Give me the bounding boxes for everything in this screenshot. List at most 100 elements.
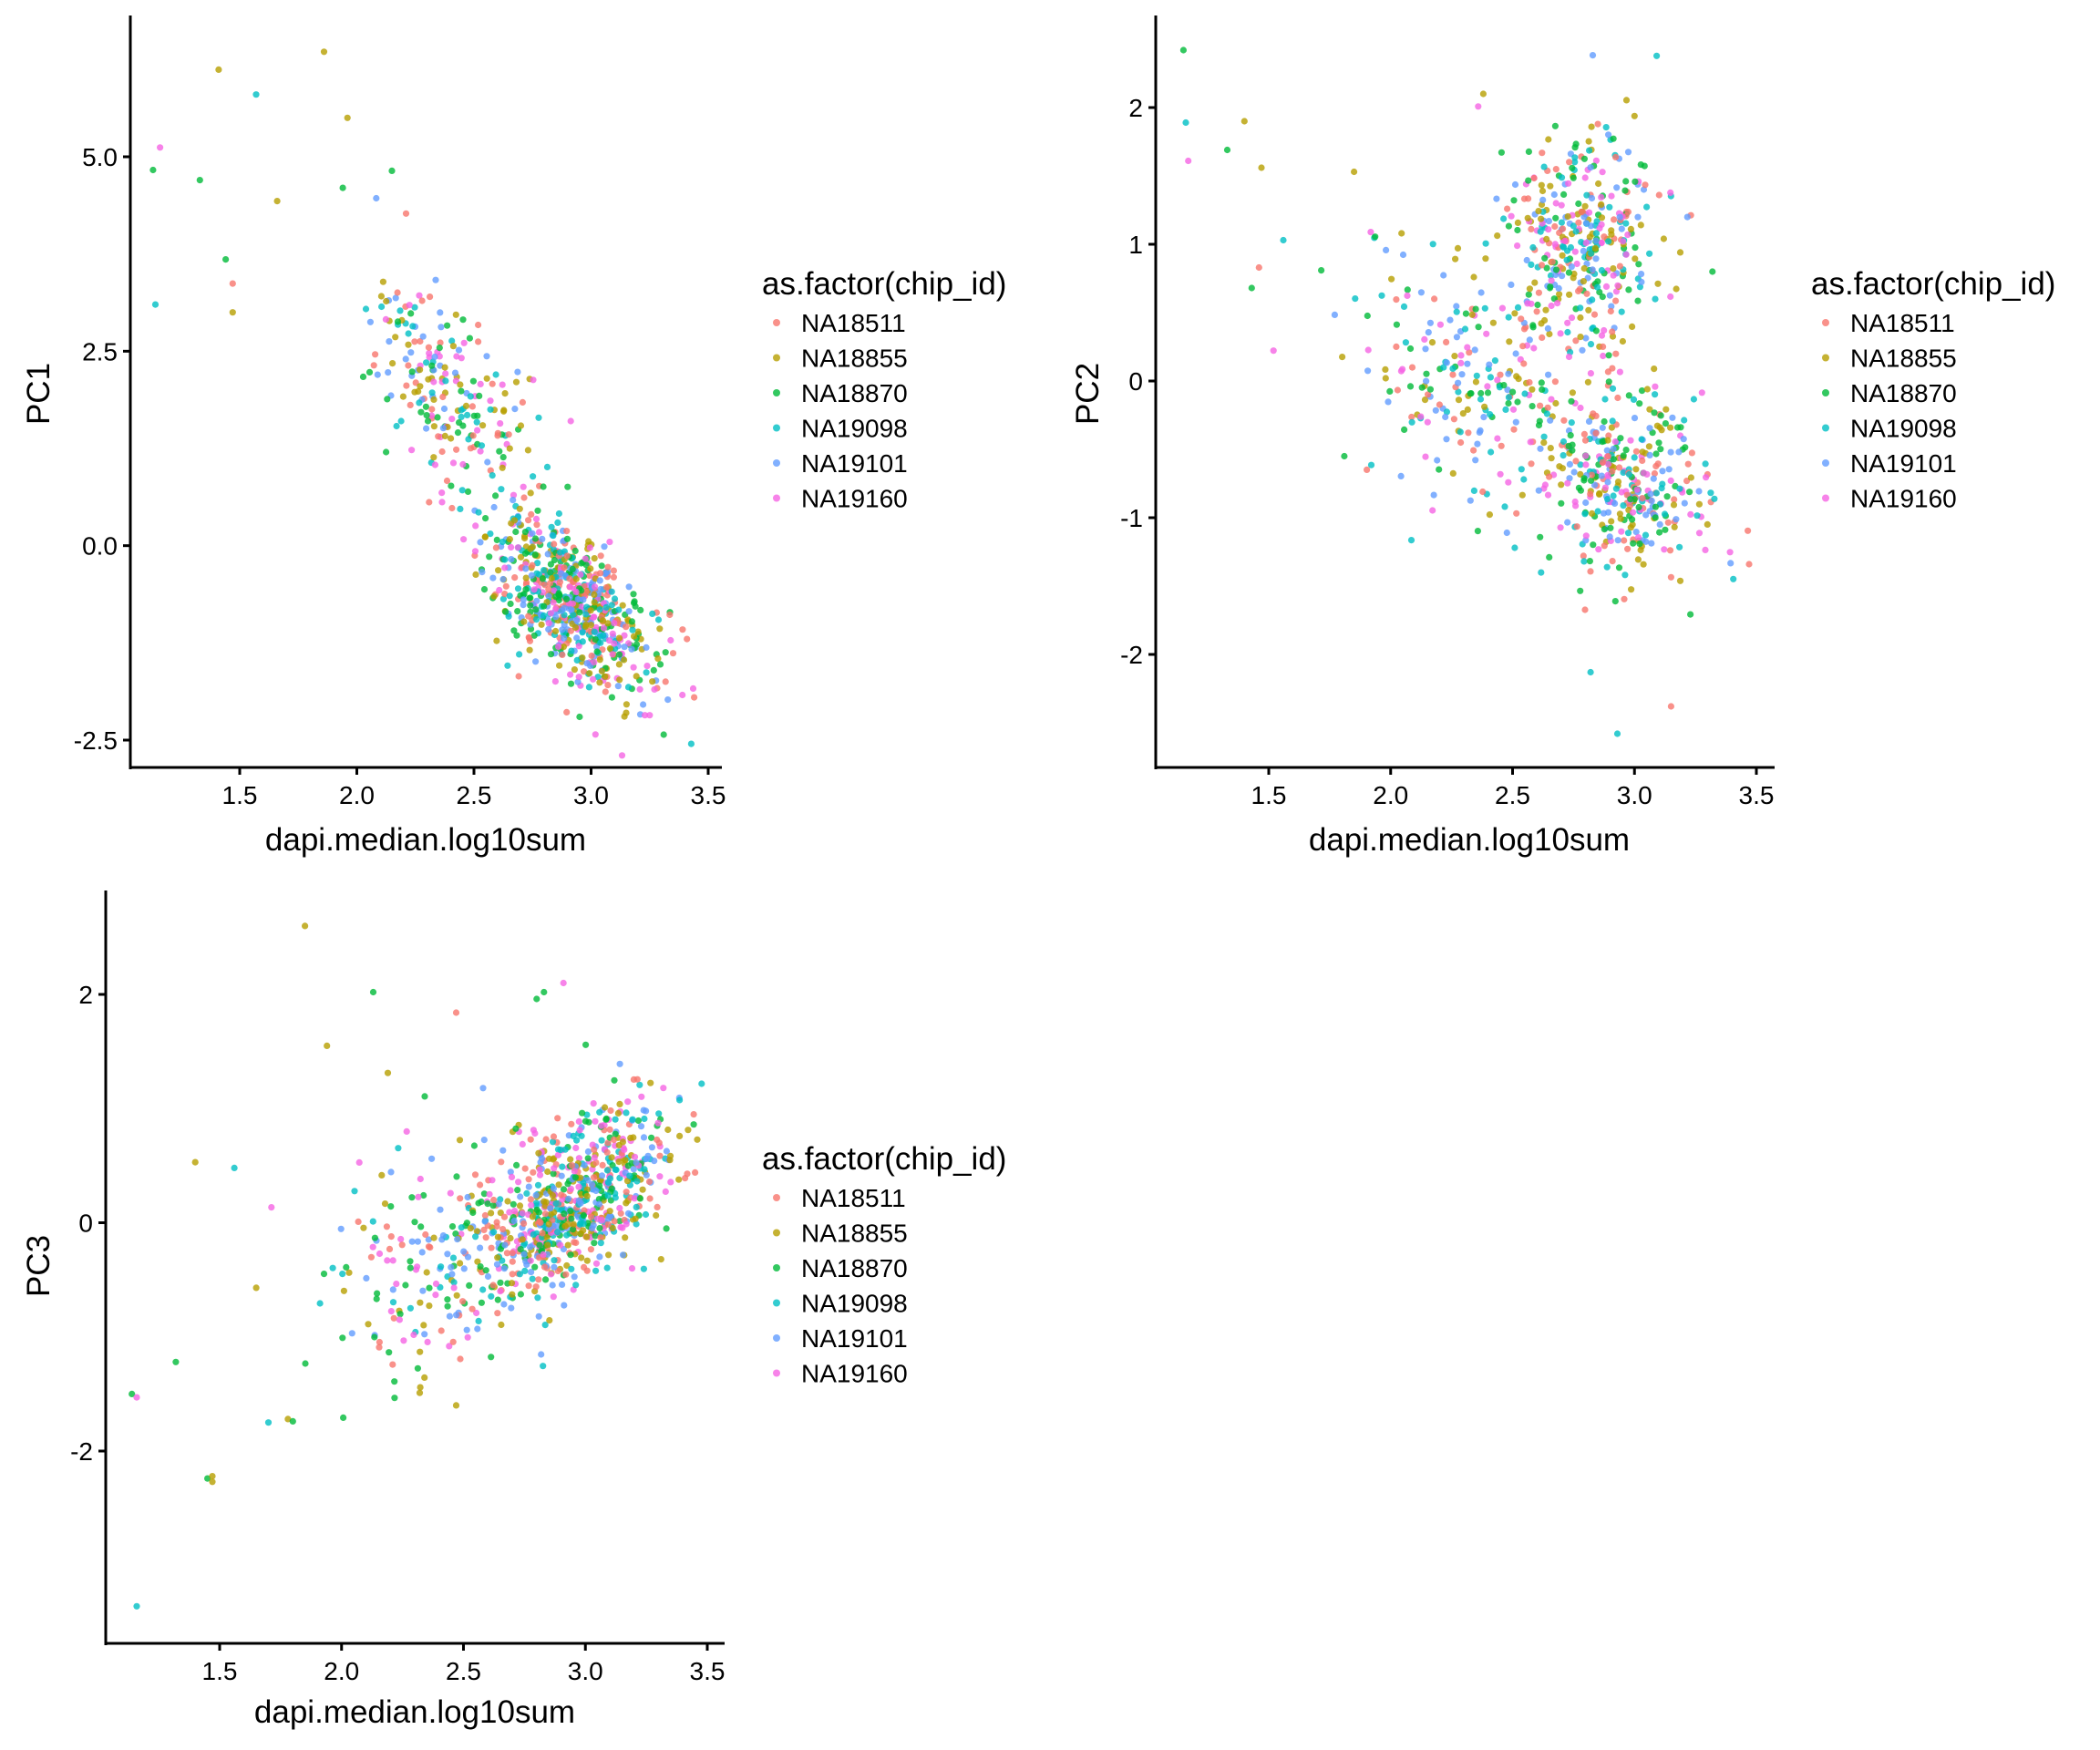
data-point-na19098 bbox=[252, 91, 260, 98]
data-point-na18870 bbox=[1629, 516, 1636, 523]
data-point-na18511 bbox=[530, 1168, 537, 1176]
data-point-na18855 bbox=[571, 623, 580, 632]
data-point-na19160 bbox=[528, 1201, 535, 1209]
data-point-na19098 bbox=[506, 592, 513, 600]
data-point-na18870 bbox=[1657, 412, 1664, 419]
data-point-na19101 bbox=[1598, 472, 1605, 479]
data-point-na18870 bbox=[414, 1364, 421, 1372]
legend-key-na19160 bbox=[773, 494, 780, 502]
data-point-na19160 bbox=[1652, 383, 1659, 390]
data-point-na18511 bbox=[610, 573, 618, 581]
data-point-na19098 bbox=[505, 612, 512, 620]
data-point-na19160 bbox=[515, 1179, 522, 1186]
data-point-na19101 bbox=[640, 1134, 648, 1141]
data-point-na19160 bbox=[667, 1179, 674, 1186]
data-point-na19098 bbox=[1538, 569, 1545, 576]
data-point-na18870 bbox=[527, 602, 534, 609]
data-point-na18855 bbox=[467, 1225, 474, 1232]
legend-title: as.factor(chip_id) bbox=[1811, 266, 2055, 302]
data-point-na19160 bbox=[442, 370, 449, 377]
data-point-na19101 bbox=[1638, 278, 1645, 285]
data-point-na18511 bbox=[482, 1234, 489, 1241]
data-point-na19101 bbox=[1648, 497, 1655, 505]
data-point-na18855 bbox=[473, 1228, 480, 1235]
data-point-na18511 bbox=[591, 1146, 598, 1153]
data-point-na19160 bbox=[1661, 546, 1668, 553]
legend-key-na18855 bbox=[773, 354, 780, 362]
data-point-na18511 bbox=[599, 1161, 606, 1168]
data-point-na18511 bbox=[1624, 208, 1632, 216]
data-point-na19101 bbox=[431, 353, 438, 361]
data-point-na18855 bbox=[1545, 136, 1552, 143]
data-point-na19160 bbox=[592, 1117, 599, 1125]
data-point-na18855 bbox=[1598, 201, 1605, 208]
data-point-na19160 bbox=[1582, 461, 1590, 468]
data-point-na18511 bbox=[592, 1159, 600, 1167]
y-axis-title: PC2 bbox=[1070, 363, 1106, 425]
legend-label: NA19160 bbox=[801, 485, 908, 513]
data-point-na18511 bbox=[469, 432, 477, 439]
data-point-na18511 bbox=[527, 1136, 534, 1143]
data-point-na18511 bbox=[532, 1283, 540, 1291]
data-point-na19098 bbox=[1642, 531, 1650, 539]
data-point-na18870 bbox=[494, 1296, 501, 1303]
data-point-na19101 bbox=[1458, 371, 1466, 378]
data-point-na18511 bbox=[1519, 343, 1527, 350]
data-point-na19098 bbox=[698, 1080, 705, 1087]
data-point-na19098 bbox=[316, 1300, 324, 1307]
data-point-na18855 bbox=[580, 1227, 587, 1234]
data-point-na19160 bbox=[592, 1260, 601, 1267]
data-point-na18855 bbox=[510, 517, 519, 524]
data-point-na18870 bbox=[1500, 382, 1508, 389]
data-point-na19101 bbox=[1632, 529, 1640, 536]
data-point-na18511 bbox=[1592, 429, 1600, 437]
data-point-na19160 bbox=[1475, 103, 1482, 110]
data-point-na18870 bbox=[424, 417, 432, 425]
data-point-na18870 bbox=[1682, 444, 1689, 451]
data-point-na18870 bbox=[1552, 266, 1560, 273]
data-point-na18855 bbox=[614, 1109, 623, 1117]
data-point-na18511 bbox=[428, 406, 436, 413]
data-point-na18511 bbox=[1600, 343, 1607, 350]
data-point-na19160 bbox=[1614, 282, 1621, 289]
data-point-na19101 bbox=[529, 530, 536, 537]
data-point-na18855 bbox=[1494, 232, 1501, 240]
data-point-na19101 bbox=[477, 1244, 484, 1251]
data-point-na18511 bbox=[1393, 343, 1400, 350]
data-point-na19098 bbox=[1711, 495, 1718, 502]
data-point-na19160 bbox=[382, 315, 389, 323]
data-point-na19101 bbox=[1526, 336, 1533, 344]
data-point-na19098 bbox=[499, 595, 508, 602]
data-point-na18855 bbox=[622, 1234, 629, 1241]
data-point-na18855 bbox=[1604, 437, 1611, 444]
data-point-na19160 bbox=[1497, 470, 1504, 478]
data-point-na18855 bbox=[1591, 244, 1599, 252]
data-point-na18855 bbox=[647, 1079, 654, 1086]
data-point-na18855 bbox=[615, 634, 623, 642]
data-point-na18870 bbox=[434, 414, 441, 421]
legend-label: NA18855 bbox=[1850, 345, 1957, 373]
data-point-na19160 bbox=[430, 378, 438, 386]
data-point-na18855 bbox=[430, 423, 438, 430]
data-point-na19101 bbox=[1592, 237, 1600, 244]
data-point-na18855 bbox=[1616, 510, 1623, 518]
data-point-na18870 bbox=[1594, 278, 1601, 285]
data-point-na19101 bbox=[1399, 251, 1407, 259]
data-point-na19160 bbox=[448, 416, 456, 423]
data-point-na19160 bbox=[428, 412, 436, 419]
data-point-na19101 bbox=[373, 194, 380, 202]
data-point-na19101 bbox=[439, 425, 447, 432]
data-point-na19101 bbox=[574, 596, 582, 603]
data-point-na19101 bbox=[489, 574, 497, 582]
data-point-na19098 bbox=[1604, 496, 1611, 503]
data-point-na19098 bbox=[604, 1192, 612, 1199]
data-point-na18511 bbox=[438, 1327, 445, 1334]
data-point-na19098 bbox=[1676, 543, 1683, 551]
data-point-na19098 bbox=[1461, 325, 1469, 333]
data-point-na19098 bbox=[151, 301, 160, 308]
data-point-na19160 bbox=[1608, 192, 1615, 200]
data-point-na19101 bbox=[573, 617, 581, 624]
data-point-na19101 bbox=[624, 1210, 633, 1217]
data-point-na18855 bbox=[572, 575, 580, 582]
data-point-na18855 bbox=[392, 334, 399, 341]
